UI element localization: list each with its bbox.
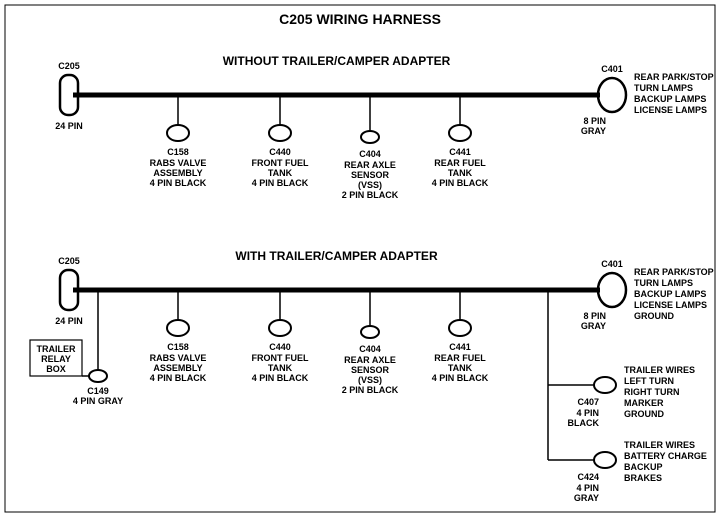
svg-text:C404: C404 [359,344,381,354]
svg-text:2 PIN BLACK: 2 PIN BLACK [342,190,399,200]
svg-text:C401: C401 [601,259,623,269]
drop-connector-c441 [449,125,471,141]
svg-text:LICENSE LAMPS: LICENSE LAMPS [634,300,707,310]
svg-text:24 PIN: 24 PIN [55,316,83,326]
svg-text:LICENSE LAMPS: LICENSE LAMPS [634,105,707,115]
svg-text:RABS VALVE: RABS VALVE [150,158,207,168]
svg-text:2 PIN BLACK: 2 PIN BLACK [342,385,399,395]
svg-text:REAR AXLE: REAR AXLE [344,160,396,170]
wiring-diagram: C205 WIRING HARNESS WITHOUT TRAILER/CAMPE… [0,0,720,517]
drop-connector-c440 [269,320,291,336]
svg-text:4 PIN GRAY: 4 PIN GRAY [73,396,123,406]
svg-text:BOX: BOX [46,364,66,374]
svg-text:8 PIN: 8 PIN [583,311,606,321]
svg-text:BACKUP: BACKUP [624,462,663,472]
svg-text:8 PIN: 8 PIN [583,116,606,126]
svg-text:TURN LAMPS: TURN LAMPS [634,83,693,93]
svg-text:REAR FUEL: REAR FUEL [434,158,486,168]
svg-text:C158: C158 [167,147,189,157]
svg-text:REAR FUEL: REAR FUEL [434,353,486,363]
svg-text:RABS VALVE: RABS VALVE [150,353,207,363]
svg-text:C441: C441 [449,147,471,157]
svg-text:4 PIN BLACK: 4 PIN BLACK [432,178,489,188]
svg-text:4 PIN BLACK: 4 PIN BLACK [252,178,309,188]
svg-text:REAR PARK/STOP: REAR PARK/STOP [634,72,714,82]
svg-text:C205: C205 [58,61,80,71]
drop-connector-c404 [361,326,379,338]
drop-connector-c441 [449,320,471,336]
svg-text:ASSEMBLY: ASSEMBLY [153,168,202,178]
branch-connector-c424 [594,452,616,468]
svg-text:BLACK: BLACK [568,418,600,428]
svg-text:C424: C424 [577,472,599,482]
svg-text:LEFT TURN: LEFT TURN [624,376,674,386]
svg-text:4 PIN BLACK: 4 PIN BLACK [252,373,309,383]
svg-text:C407: C407 [577,397,599,407]
right-connector [598,78,626,112]
svg-text:WITHOUT TRAILER/CAMPER ADAPT: WITHOUT TRAILER/CAMPER ADAPTER [223,54,451,68]
svg-text:C205: C205 [58,256,80,266]
svg-text:TRAILER WIRES: TRAILER WIRES [624,440,695,450]
svg-text:BATTERY CHARGE: BATTERY CHARGE [624,451,707,461]
drop-connector-c404 [361,131,379,143]
svg-text:TANK: TANK [268,168,293,178]
svg-text:GRAY: GRAY [574,493,599,503]
svg-text:REAR PARK/STOP: REAR PARK/STOP [634,267,714,277]
svg-text:TANK: TANK [448,168,473,178]
svg-text:REAR AXLE: REAR AXLE [344,355,396,365]
relay-connector [89,370,107,382]
svg-text:WITH TRAILER/CAMPER ADAPTER: WITH TRAILER/CAMPER ADAPTER [235,249,438,263]
right-connector [598,273,626,307]
drop-connector-c440 [269,125,291,141]
svg-text:C404: C404 [359,149,381,159]
branch-connector-c407 [594,377,616,393]
svg-text:GROUND: GROUND [624,409,664,419]
svg-text:TANK: TANK [268,363,293,373]
svg-text:SENSOR: SENSOR [351,365,390,375]
svg-text:RIGHT TURN: RIGHT TURN [624,387,680,397]
svg-text:MARKER: MARKER [624,398,664,408]
svg-text:4 PIN: 4 PIN [576,408,599,418]
svg-text:TURN LAMPS: TURN LAMPS [634,278,693,288]
svg-text:4 PIN: 4 PIN [576,483,599,493]
svg-text:24 PIN: 24 PIN [55,121,83,131]
svg-text:ASSEMBLY: ASSEMBLY [153,363,202,373]
svg-text:C158: C158 [167,342,189,352]
svg-text:BACKUP LAMPS: BACKUP LAMPS [634,289,706,299]
svg-text:(VSS): (VSS) [358,375,382,385]
svg-text:SENSOR: SENSOR [351,170,390,180]
svg-text:GRAY: GRAY [581,321,606,331]
svg-text:C441: C441 [449,342,471,352]
svg-text:TRAILER WIRES: TRAILER WIRES [624,365,695,375]
svg-text:C440: C440 [269,147,291,157]
svg-text:FRONT FUEL: FRONT FUEL [252,353,309,363]
svg-text:4 PIN BLACK: 4 PIN BLACK [432,373,489,383]
svg-text:RELAY: RELAY [41,354,71,364]
svg-text:TANK: TANK [448,363,473,373]
svg-text:C401: C401 [601,64,623,74]
section-0: WITHOUT TRAILER/CAMPER ADAPTER C205 24 PIN… [55,54,713,200]
svg-text:C149: C149 [87,386,109,396]
svg-text:GRAY: GRAY [581,126,606,136]
svg-text:(VSS): (VSS) [358,180,382,190]
svg-text:C440: C440 [269,342,291,352]
svg-text:GROUND: GROUND [634,311,674,321]
drop-connector-c158 [167,320,189,336]
svg-text:C205 WIRING HARNESS: C205 WIRING HARNESS [279,11,441,27]
section-1: WITH TRAILER/CAMPER ADAPTER C205 24 PIN C40… [30,249,714,503]
svg-text:BACKUP LAMPS: BACKUP LAMPS [634,94,706,104]
svg-text:TRAILER: TRAILER [37,344,76,354]
svg-text:BRAKES: BRAKES [624,473,662,483]
svg-text:4 PIN BLACK: 4 PIN BLACK [150,373,207,383]
drop-connector-c158 [167,125,189,141]
svg-text:FRONT FUEL: FRONT FUEL [252,158,309,168]
svg-text:4 PIN BLACK: 4 PIN BLACK [150,178,207,188]
